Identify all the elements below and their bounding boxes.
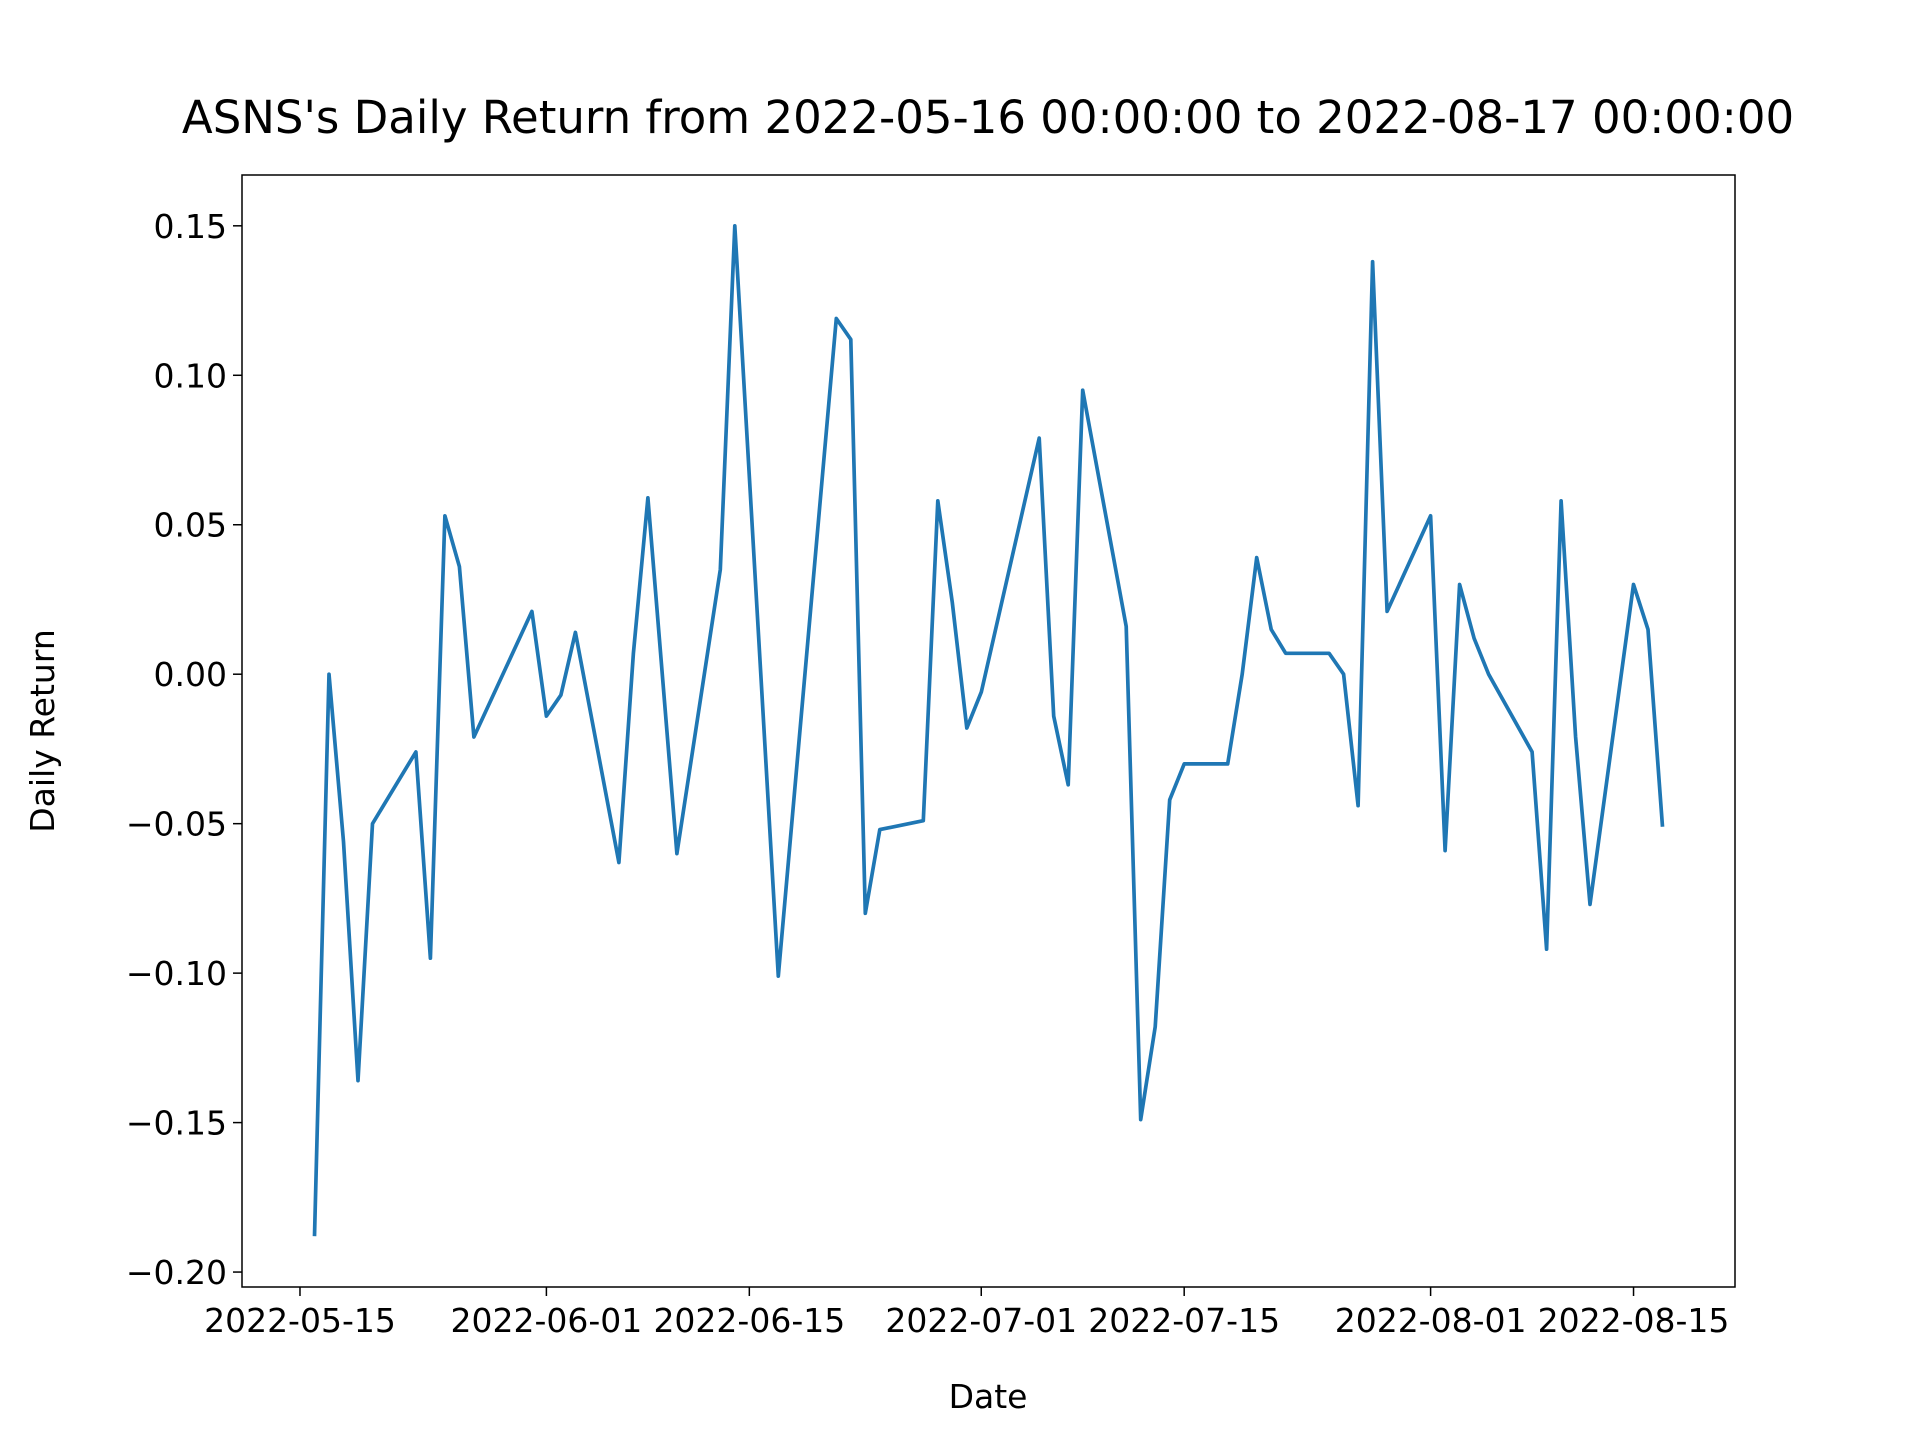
- x-axis-label: Date: [949, 1377, 1028, 1416]
- data-line: [312, 223, 1665, 1237]
- y-tick-label: −0.05: [126, 805, 227, 844]
- x-tick-label: 2022-06-01: [451, 1301, 643, 1340]
- y-tick-label: −0.20: [126, 1253, 227, 1292]
- x-tick-label: 2022-08-01: [1335, 1301, 1527, 1340]
- y-tick-label: 0.00: [154, 655, 227, 694]
- y-tick-label: 0.05: [154, 506, 227, 545]
- y-tick-label: −0.10: [126, 954, 227, 993]
- y-tick-label: 0.10: [154, 356, 227, 395]
- chart-title: ASNS's Daily Return from 2022-05-16 00:0…: [182, 91, 1794, 144]
- y-tick-label: −0.15: [126, 1104, 227, 1143]
- x-tick-label: 2022-07-15: [1088, 1301, 1280, 1340]
- x-tick-label: 2022-07-01: [885, 1301, 1077, 1340]
- x-tick-label: 2022-05-15: [204, 1301, 396, 1340]
- x-tick-label: 2022-06-15: [653, 1301, 845, 1340]
- x-tick-label: 2022-08-15: [1538, 1301, 1730, 1340]
- y-axis-label: Daily Return: [23, 629, 62, 833]
- y-tick-label: 0.15: [154, 207, 227, 246]
- plot-frame: [241, 174, 1736, 1288]
